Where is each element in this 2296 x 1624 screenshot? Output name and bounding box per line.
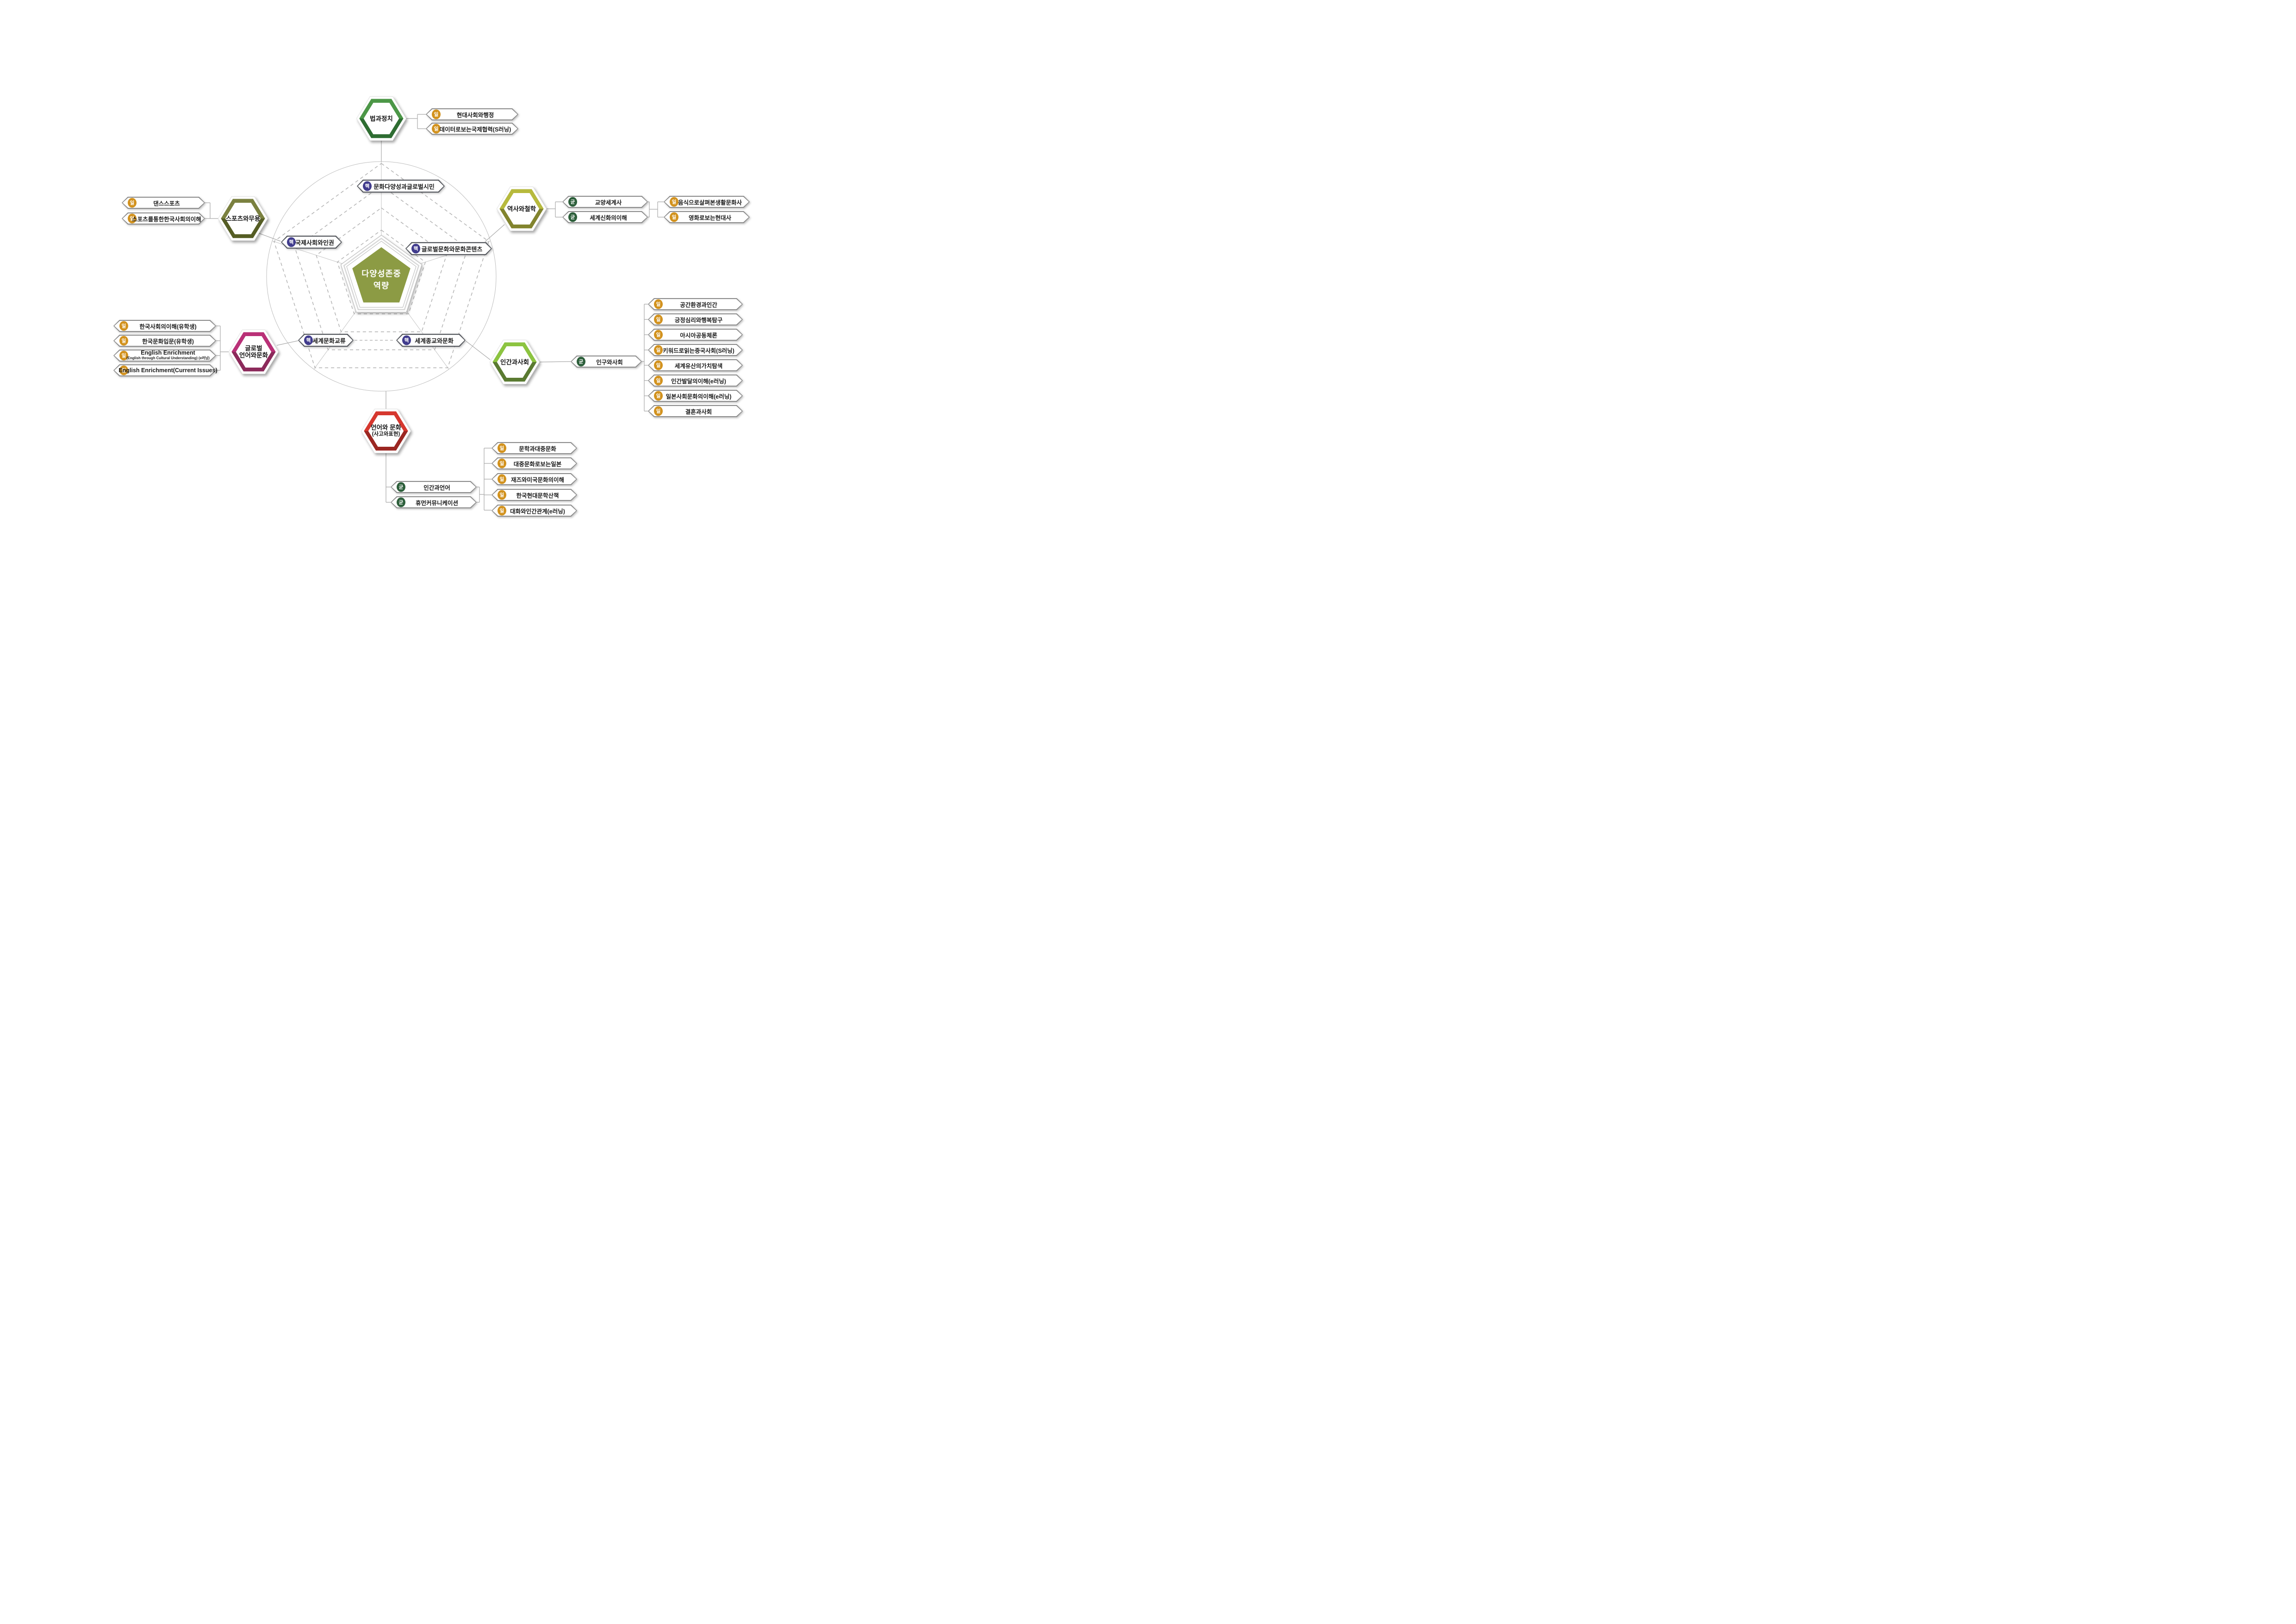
general-badge: 일 xyxy=(654,406,663,416)
connector-lines xyxy=(205,114,664,511)
hexagon-label: 역사와철학 xyxy=(507,205,536,212)
hexagon-label: 인간과사회 xyxy=(500,358,529,366)
competency-title-line1: 다양성존중 xyxy=(361,269,401,278)
hexagon-language-culture-thinking-expression: 언어와 문화 (사고와표현) xyxy=(360,408,412,454)
general-badge: 일 xyxy=(432,109,441,119)
course-banner: 균 세계신화의이해 xyxy=(562,211,648,223)
hexagon-global-language-culture: 글로벌 언어와문화 xyxy=(228,329,280,375)
course-banner: 일 한국사회의이해(유학생) xyxy=(113,320,216,332)
core-badge: 핵 xyxy=(411,244,420,254)
course-banner: 일 한국문화입문(유학생) xyxy=(113,335,216,347)
course-banner: 일 영화로보는현대사 xyxy=(664,211,750,223)
radar-chart-layer xyxy=(205,114,664,511)
general-badge: 일 xyxy=(654,330,663,340)
general-badge: 일 xyxy=(654,345,663,355)
course-banner: 일 데이터로보는국제협력(S러닝) xyxy=(426,123,518,135)
general-badge: 일 xyxy=(654,391,663,401)
general-badge: 일 xyxy=(128,213,137,224)
course-banner: 일 키워드로읽는중국사회(S러닝) xyxy=(648,344,743,356)
course-banner: 균 인구와사회 xyxy=(571,356,642,368)
balanced-badge: 균 xyxy=(397,482,405,492)
course-banner: 일 English Enrichment (English through Cu… xyxy=(113,350,216,362)
general-badge: 일 xyxy=(498,458,506,468)
course-banner: 일 공간환경과인간 xyxy=(648,298,743,310)
general-badge: 일 xyxy=(119,321,128,331)
competency-title-line2: 역량 xyxy=(373,281,390,290)
general-badge: 일 xyxy=(654,360,663,370)
hexagon-history-philosophy: 역사와철학 xyxy=(496,186,548,232)
competency-title: 다양성존중 역량 xyxy=(349,268,414,292)
hexagon-sports-dance: 스포츠와무용 xyxy=(217,195,269,242)
course-banner: 일 세계유산의가치탐색 xyxy=(648,359,743,371)
course-banner: 균 교양세계사 xyxy=(562,196,648,208)
core-label-world-religion-culture: 핵 세계종교와문화 xyxy=(396,334,466,347)
balanced-badge: 균 xyxy=(397,497,405,507)
course-banner: 일 문학과대중문화 xyxy=(492,442,577,454)
general-badge: 일 xyxy=(498,490,506,500)
hexagon-label: 글로벌 언어와문화 xyxy=(239,345,268,359)
general-badge: 일 xyxy=(432,124,441,134)
hexagon-label: 법과정치 xyxy=(370,115,393,122)
core-badge: 핵 xyxy=(402,335,411,345)
course-banner: 일 대중문화로보는일본 xyxy=(492,457,577,469)
course-banner: 일 아시아공동체론 xyxy=(648,329,743,341)
course-banner: 일 대화와인간관계(e러닝) xyxy=(492,505,577,517)
course-banner: 일 스포츠를통한한국사회의이해 xyxy=(122,212,205,225)
core-label-international-society-human-rights: 핵 국제사회와인권 xyxy=(281,236,342,249)
general-badge: 일 xyxy=(498,506,506,516)
general-badge: 일 xyxy=(119,365,128,375)
course-banner: 일 결혼과사회 xyxy=(648,405,743,417)
course-banner: 일 일본사회문화의이해(e러닝) xyxy=(648,390,743,402)
balanced-badge: 균 xyxy=(568,212,577,222)
balanced-badge: 균 xyxy=(568,197,577,207)
core-label-cultural-diversity-global-citizen: 핵 문화다양성과글로벌시민 xyxy=(357,180,445,193)
general-badge: 일 xyxy=(119,350,128,361)
hexagon-label: 언어와 문화 (사고와표현) xyxy=(371,424,401,437)
general-badge: 일 xyxy=(119,336,128,346)
general-badge: 일 xyxy=(670,212,678,222)
core-label-world-culture-exchange: 핵 세계문화교류 xyxy=(298,334,354,347)
core-badge: 핵 xyxy=(363,181,372,191)
core-label-global-culture-contents: 핵 글로벌문화와문화콘텐츠 xyxy=(405,242,492,255)
general-badge: 일 xyxy=(670,197,678,207)
hexagon-human-society: 인간과사회 xyxy=(489,339,541,385)
course-banner: 일 인간발달의이해(e러닝) xyxy=(648,375,743,387)
general-badge: 일 xyxy=(654,314,663,325)
general-badge: 일 xyxy=(654,375,663,386)
course-banner: 일 한국현대문학산책 xyxy=(492,489,577,501)
curriculum-competency-diagram: 다양성존중 역량 법과정치 스포츠와무용 역사와철학 xyxy=(0,0,765,541)
hexagon-label: 스포츠와무용 xyxy=(225,215,261,222)
core-badge: 핵 xyxy=(287,237,296,247)
course-banner: 균 휴먼커뮤니케이션 xyxy=(391,496,477,508)
general-badge: 일 xyxy=(498,474,506,484)
general-badge: 일 xyxy=(654,299,663,309)
hexagon-law-politics: 법과정치 xyxy=(355,95,407,142)
balanced-badge: 균 xyxy=(577,356,585,367)
course-banner: 일 음식으로살펴본생활문화사 xyxy=(664,196,750,208)
general-badge: 일 xyxy=(128,198,137,208)
course-banner: 일 현대사회와행정 xyxy=(426,108,518,120)
course-banner: 일 English Enrichment(Current Issues) xyxy=(113,364,218,376)
general-badge: 일 xyxy=(498,443,506,453)
center-pentagon xyxy=(340,235,423,313)
course-banner: 균 인간과언어 xyxy=(391,481,477,493)
core-badge: 핵 xyxy=(304,335,313,345)
course-banner: 일 재즈와미국문화의이해 xyxy=(492,473,577,485)
course-banner: 일 긍정심리와행복탐구 xyxy=(648,313,743,325)
course-banner: 일 댄스스포츠 xyxy=(122,197,205,209)
